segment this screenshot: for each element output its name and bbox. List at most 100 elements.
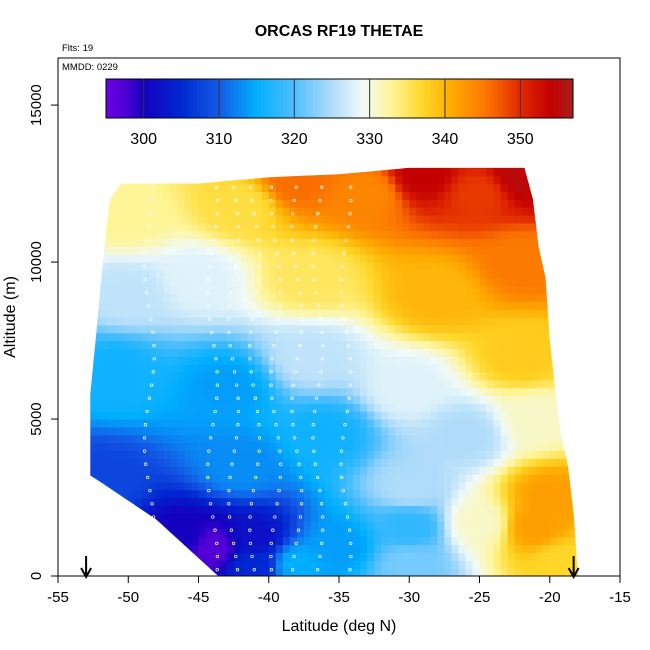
heatmap-cell (184, 481, 193, 491)
heatmap-cell (339, 513, 347, 522)
heatmap-cell (486, 426, 495, 436)
heatmap-cell (416, 277, 424, 287)
heatmap-cell (114, 426, 122, 436)
heatmap-cell (570, 371, 578, 381)
heatmap-cell (282, 442, 291, 452)
heatmap-cell (324, 269, 333, 279)
heatmap-cell (240, 238, 249, 247)
heatmap-cell (226, 364, 235, 373)
heatmap-cell (381, 191, 389, 200)
heatmap-cell (549, 536, 558, 546)
heatmap-cell (423, 450, 431, 459)
heatmap-cell (367, 473, 375, 483)
heatmap-cell (198, 489, 207, 499)
heatmap-cell (486, 536, 495, 546)
track-point (144, 238, 148, 242)
heatmap-cell (212, 167, 221, 177)
heatmap-cell (90, 332, 94, 342)
heatmap-cell (507, 568, 516, 576)
heatmap-cell (149, 254, 157, 263)
heatmap-cell (275, 379, 284, 389)
track-point (272, 409, 276, 414)
heatmap-cell (289, 473, 298, 483)
heatmap-cell (163, 419, 172, 428)
heatmap-cell (177, 387, 186, 397)
heatmap-cell (486, 450, 495, 459)
heatmap-cell (444, 214, 452, 224)
heatmap-cell (156, 450, 164, 459)
colorbar-swatch (271, 79, 276, 118)
heatmap-cell (240, 568, 249, 576)
heatmap-cell (381, 309, 389, 318)
heatmap-cell (507, 301, 516, 310)
heatmap-cell (226, 254, 235, 263)
heatmap-cell (493, 167, 502, 177)
heatmap-cell (353, 489, 361, 499)
heatmap-cell (563, 481, 572, 491)
heatmap-cell (226, 269, 235, 279)
heatmap-cell (409, 293, 417, 302)
colorbar-swatch (128, 79, 133, 118)
heatmap-cell (367, 489, 375, 499)
heatmap-cell (331, 317, 340, 326)
track-point (291, 423, 295, 427)
heatmap-cell (437, 214, 445, 224)
heatmap-cell (128, 262, 136, 271)
heatmap-cell (409, 473, 417, 483)
colorbar-swatch (279, 79, 284, 118)
heatmap-cell (303, 356, 312, 365)
heatmap-cell (381, 481, 389, 491)
heatmap-cell (416, 199, 424, 208)
heatmap-cell (331, 371, 340, 381)
heatmap-cell (521, 207, 530, 216)
heatmap-cell (507, 458, 516, 467)
heatmap-cell (423, 442, 431, 452)
heatmap-cell (121, 230, 129, 240)
track-point (278, 475, 283, 480)
colorbar-swatch (188, 79, 194, 118)
heatmap-cell (577, 340, 578, 349)
heatmap-cell (191, 167, 200, 169)
heatmap-cell (514, 387, 523, 397)
heatmap-cell (472, 466, 481, 475)
heatmap-cell (254, 269, 263, 279)
colorbar-swatch (124, 79, 130, 118)
heatmap-cell (261, 371, 270, 381)
heatmap-cell (233, 568, 242, 576)
heatmap-cell (507, 473, 516, 483)
heatmap-cell (353, 481, 361, 491)
heatmap-cell (170, 167, 179, 169)
heatmap-cell (219, 528, 228, 538)
heatmap-cell (226, 238, 235, 247)
heatmap-cell (149, 371, 157, 381)
heatmap-cell (346, 191, 354, 200)
heatmap-cell (528, 269, 537, 279)
heatmap-cell (261, 246, 270, 255)
heatmap-cell (303, 230, 312, 240)
heatmap-cell (100, 175, 108, 185)
heatmap-cell (100, 293, 108, 302)
track-point (150, 554, 155, 559)
heatmap-cell (107, 497, 115, 506)
heatmap-cell (416, 175, 424, 185)
heatmap-cell (353, 269, 361, 279)
heatmap-cell (233, 207, 242, 216)
heatmap-cell (156, 222, 164, 232)
heatmap-cell (163, 497, 172, 506)
heatmap-cell (310, 167, 319, 169)
track-point (227, 515, 232, 519)
heatmap-cell (353, 521, 361, 530)
heatmap-cell (114, 521, 122, 530)
colorbar-swatch (154, 79, 160, 118)
heatmap-cell (549, 481, 558, 491)
heatmap-cell (451, 199, 460, 208)
heatmap-cell (430, 442, 438, 452)
heatmap-cell (472, 513, 481, 522)
heatmap-cell (395, 183, 403, 193)
heatmap-cell (191, 183, 200, 193)
heatmap-cell (570, 238, 578, 247)
heatmap-cell (114, 207, 122, 216)
heatmap-cell (331, 442, 340, 452)
heatmap-cell (514, 411, 523, 420)
heatmap-cell (100, 183, 108, 193)
